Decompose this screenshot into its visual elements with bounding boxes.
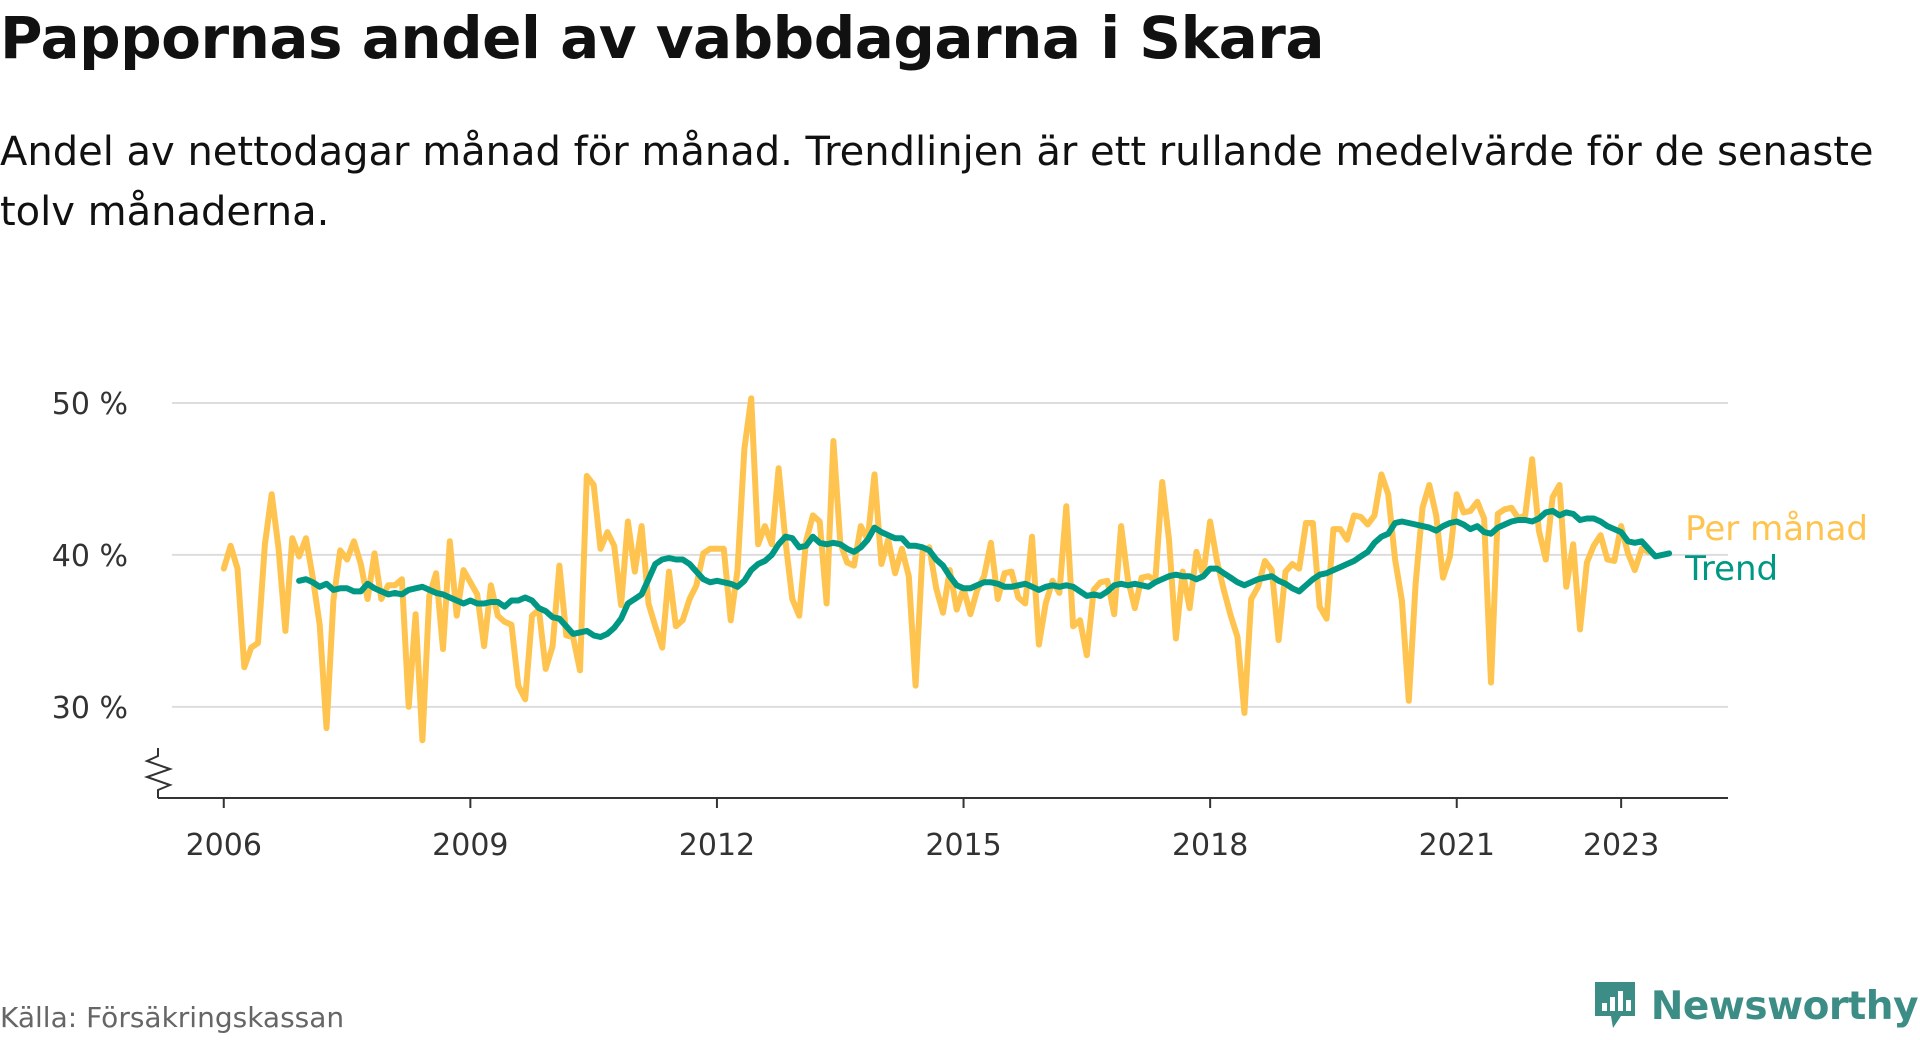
- y-axis-break-icon: [143, 748, 174, 798]
- y-tick-label: 30 %: [52, 691, 128, 726]
- line-chart: 30 % 40 % 50 % 2006 2009 2012 2015 2018 2021 2023…: [52, 387, 1868, 863]
- x-tick-label: 2021: [1419, 828, 1495, 863]
- x-tick-label: 2018: [1172, 828, 1248, 863]
- brand-name: Newsworthy: [1650, 983, 1919, 1029]
- x-tick-label: 2023: [1583, 828, 1659, 863]
- series-label-trend: Trend: [1684, 549, 1778, 589]
- x-tick-label: 2015: [925, 828, 1001, 863]
- y-tick-label: 40 %: [52, 539, 128, 574]
- x-tick-label: 2006: [186, 828, 262, 863]
- bar-chart-logo-icon: [1594, 982, 1635, 1028]
- series-label-monthly: Per månad: [1685, 509, 1868, 549]
- trend-series-line: [296, 507, 1673, 640]
- monthly-series-line: [220, 395, 1652, 744]
- chart-title: Pappornas andel av vabbdagarna i Skara: [0, 4, 1325, 72]
- y-tick-label: 50 %: [52, 387, 128, 422]
- brand-logo: Newsworthy: [1591, 978, 1919, 1034]
- chart-subtitle: Andel av nettodagar månad för månad. Tre…: [0, 129, 1874, 235]
- x-tick-label: 2012: [679, 828, 755, 863]
- x-tick-label: 2009: [432, 828, 508, 863]
- source-note: Källa: Försäkringskassan: [0, 1001, 345, 1034]
